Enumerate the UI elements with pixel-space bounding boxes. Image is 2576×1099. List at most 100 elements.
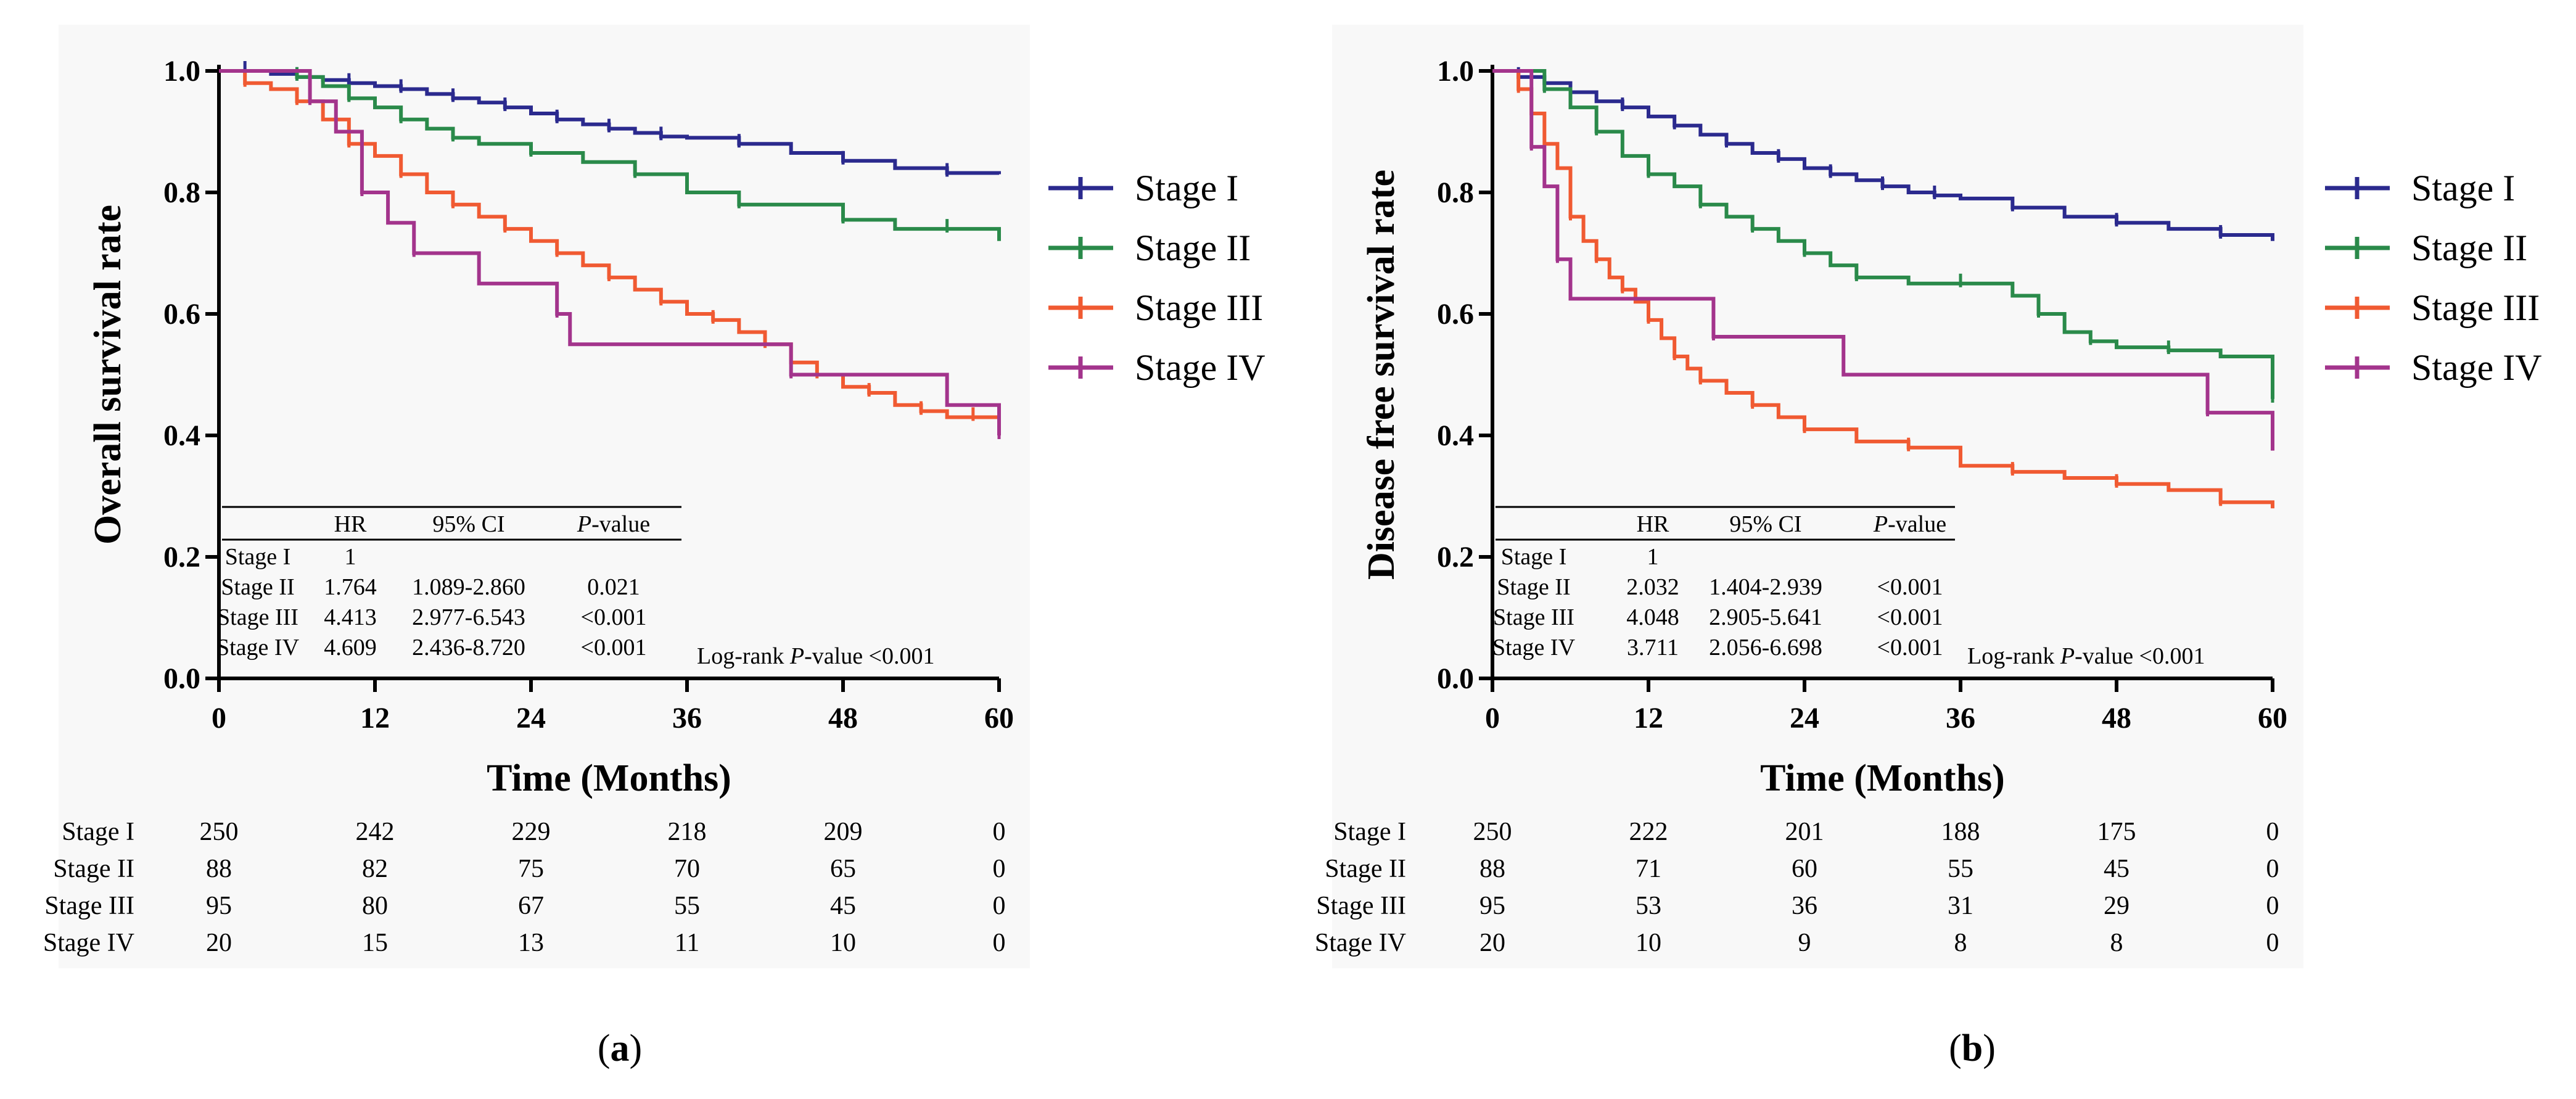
y-axis-title: Overall survival rate (87, 205, 129, 545)
risk-value: 11 (675, 929, 699, 957)
x-tick-label: 48 (828, 702, 858, 735)
hr-table-cell: 0.021 (587, 574, 640, 600)
legend-label-stage-1: Stage I (1135, 168, 1238, 208)
hr-table-cell: 2.977-6.543 (412, 604, 525, 630)
hr-table-cell: 1.404-2.939 (1709, 574, 1822, 600)
x-tick-label: 36 (1946, 702, 1975, 735)
hr-table-header-rest: -value (1888, 511, 1946, 537)
hr-table-row-label: Stage II (1497, 574, 1570, 600)
risk-value: 80 (362, 892, 388, 920)
risk-value: 175 (2097, 818, 2136, 846)
panel-label: (a) (598, 1027, 642, 1069)
hr-table-header-p: P (577, 511, 591, 537)
hr-table-cell: 2.905-5.641 (1709, 604, 1822, 630)
logrank-p: P (2060, 643, 2075, 669)
risk-value: 209 (824, 818, 863, 846)
hr-table-cell: 2.032 (1626, 574, 1679, 600)
hr-table-cell: <0.001 (581, 604, 647, 630)
risk-value: 95 (206, 892, 232, 920)
risk-value: 0 (2266, 929, 2279, 957)
x-tick-label: 48 (2102, 702, 2131, 735)
y-tick-label: 0.6 (163, 298, 200, 331)
y-tick-label: 1.0 (163, 55, 200, 88)
y-tick-label: 0.4 (163, 419, 200, 452)
hr-table-cell: <0.001 (1877, 574, 1943, 600)
legend-label-stage-3: Stage III (1135, 287, 1263, 328)
risk-value: 29 (2104, 892, 2130, 920)
y-tick-label: 0.8 (163, 176, 200, 209)
panel-label-open: ( (598, 1027, 611, 1069)
panel-label-letter: b (1962, 1027, 1983, 1069)
risk-value: 242 (356, 818, 395, 846)
hr-table-cell: <0.001 (1877, 604, 1943, 630)
y-tick-label: 0.8 (1437, 176, 1474, 209)
survival-curve-stage-3 (1492, 69, 2274, 509)
risk-value: 45 (2104, 855, 2130, 883)
risk-value: 0 (2266, 855, 2279, 883)
risk-value: 188 (1941, 818, 1980, 846)
risk-value: 0 (993, 855, 1006, 883)
risk-value: 31 (1948, 892, 1973, 920)
hr-table-cell: 3.711 (1627, 635, 1679, 661)
hr-table-cell: <0.001 (1877, 635, 1943, 661)
risk-value: 0 (2266, 818, 2279, 846)
risk-value: 10 (830, 929, 856, 957)
risk-value: 229 (512, 818, 551, 846)
survival-curve-stage-2 (1492, 69, 2274, 399)
risk-row-label: Stage II (53, 855, 134, 883)
hr-table-header: HR (1637, 511, 1669, 537)
risk-value: 95 (1479, 892, 1505, 920)
chart-panel-b: 0.0 0.2 0.4 0.6 0.8 1.0 0 12 24 36 48 60 Time (Month… (1315, 25, 2542, 1069)
risk-value: 60 (1792, 855, 1817, 883)
hr-table-cell: 2.436-8.720 (412, 635, 525, 661)
risk-value: 55 (674, 892, 700, 920)
x-tick-label: 12 (360, 702, 390, 735)
x-tick-label: 60 (984, 702, 1014, 735)
risk-value: 55 (1948, 855, 1973, 883)
hr-table-row-label: Stage II (221, 574, 294, 600)
risk-value: 201 (1785, 818, 1824, 846)
hr-table-row-label: Stage I (1501, 544, 1567, 570)
risk-value: 20 (1479, 929, 1505, 957)
y-tick-label: 0.6 (1437, 298, 1474, 331)
hr-table-row-label: Stage IV (1492, 635, 1576, 661)
risk-value: 75 (518, 855, 544, 883)
x-axis-title: Time (Months) (1760, 757, 2005, 799)
logrank-p: P (789, 643, 804, 669)
risk-value: 20 (206, 929, 232, 957)
logrank-suffix: -value <0.001 (804, 643, 934, 669)
y-tick-label: 0.2 (163, 541, 200, 574)
risk-value: 0 (993, 818, 1006, 846)
risk-value: 8 (2110, 929, 2123, 957)
hr-table-header: HR (334, 511, 367, 537)
x-tick-label: 0 (1485, 702, 1500, 735)
risk-row-label: Stage III (44, 892, 134, 920)
logrank-suffix: -value <0.001 (2075, 643, 2205, 669)
y-tick-label: 0.0 (1437, 662, 1474, 695)
x-tick-label: 60 (2258, 702, 2287, 735)
risk-row-label: Stage IV (43, 929, 134, 957)
hr-table-header: 95% CI (1729, 511, 1801, 537)
risk-row-label: Stage II (1325, 855, 1406, 883)
risk-value: 250 (200, 818, 239, 846)
survival-curve-stage-1 (219, 69, 1001, 175)
y-tick-label: 0.4 (1437, 419, 1474, 452)
risk-value: 70 (674, 855, 700, 883)
risk-row-label: Stage III (1316, 892, 1406, 920)
hr-table-header: 95% CI (432, 511, 504, 537)
risk-value: 45 (830, 892, 856, 920)
risk-value: 10 (1636, 929, 1661, 957)
hr-table-cell: 4.048 (1626, 604, 1679, 630)
hr-table-cell: 1.764 (324, 574, 377, 600)
logrank-pvalue: Log-rank P-value <0.001 (1967, 643, 2205, 669)
hr-table-row-label: Stage IV (216, 635, 300, 661)
risk-value: 0 (993, 929, 1006, 957)
x-axis-title: Time (Months) (487, 757, 731, 799)
risk-value: 8 (1954, 929, 1967, 957)
survival-curve-stage-4 (1492, 69, 2274, 451)
legend-label-stage-4: Stage IV (1135, 347, 1265, 388)
hr-table-row-label: Stage III (1493, 604, 1574, 630)
risk-row-label: Stage I (1333, 818, 1406, 846)
hr-table-cell: 4.413 (324, 604, 377, 630)
panel-label-letter: a (611, 1027, 630, 1069)
